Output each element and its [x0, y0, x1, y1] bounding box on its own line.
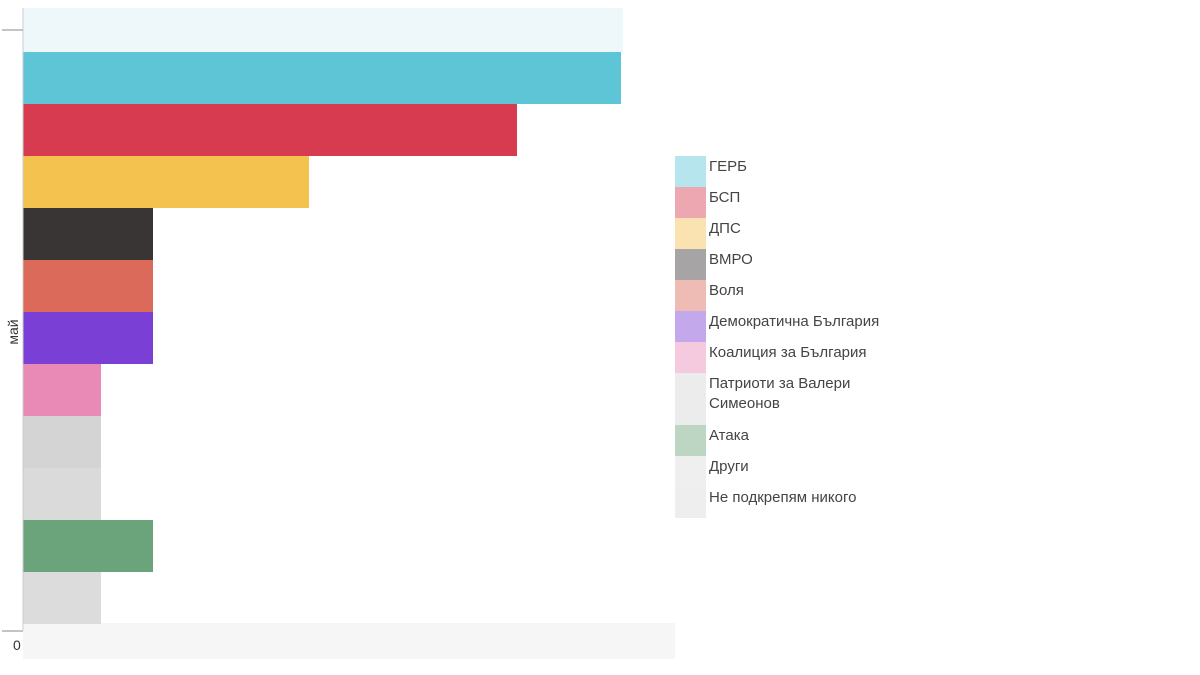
legend-label-10: Не подкрепям никого — [709, 489, 856, 506]
bottom-band — [23, 623, 675, 659]
bar-9 — [23, 572, 101, 624]
legend-label-4: Воля — [709, 282, 744, 299]
bar-10 — [23, 468, 101, 520]
legend-label-6: Коалиция за България — [709, 344, 867, 361]
legend-label-1: БСП — [709, 189, 740, 206]
bars — [23, 8, 675, 659]
legend-swatch-2 — [675, 218, 706, 249]
legend-swatch-7 — [675, 373, 706, 425]
bar-6 — [23, 364, 101, 416]
legend-label-2: ДПС — [709, 220, 741, 237]
legend-swatch-3 — [675, 249, 706, 280]
bar-8 — [23, 520, 153, 572]
legend-label-0: ГЕРБ — [709, 158, 747, 175]
legend-swatch-8 — [675, 425, 706, 456]
x-tick-label: 0 — [13, 637, 21, 653]
legend-swatch-4 — [675, 280, 706, 311]
bar-4 — [23, 260, 153, 312]
legend-label-8: Атака — [709, 427, 750, 444]
bar-1 — [23, 104, 517, 156]
bar-2 — [23, 156, 309, 208]
legend-swatch-6 — [675, 342, 706, 373]
legend-swatch-0 — [675, 156, 706, 187]
bar-5 — [23, 312, 153, 364]
y-axis-label: май — [5, 319, 21, 344]
legend-label-5: Демократична България — [709, 313, 879, 330]
top-band — [23, 8, 623, 52]
bar-7 — [23, 416, 101, 468]
legend-label-3: ВМРО — [709, 251, 753, 268]
bar-0 — [23, 52, 621, 104]
legend-swatch-5 — [675, 311, 706, 342]
legend-swatch-1 — [675, 187, 706, 218]
legend-label-9: Други — [709, 458, 749, 475]
bar-3 — [23, 208, 153, 260]
legend-swatch-10 — [675, 487, 706, 518]
legend-label-7: Патриоти за Валери Симеонов — [709, 375, 850, 412]
legend: ГЕРБ БСП ДПС ВМРО Воля Демократична България К… — [675, 156, 879, 518]
legend-swatch-9 — [675, 456, 706, 487]
